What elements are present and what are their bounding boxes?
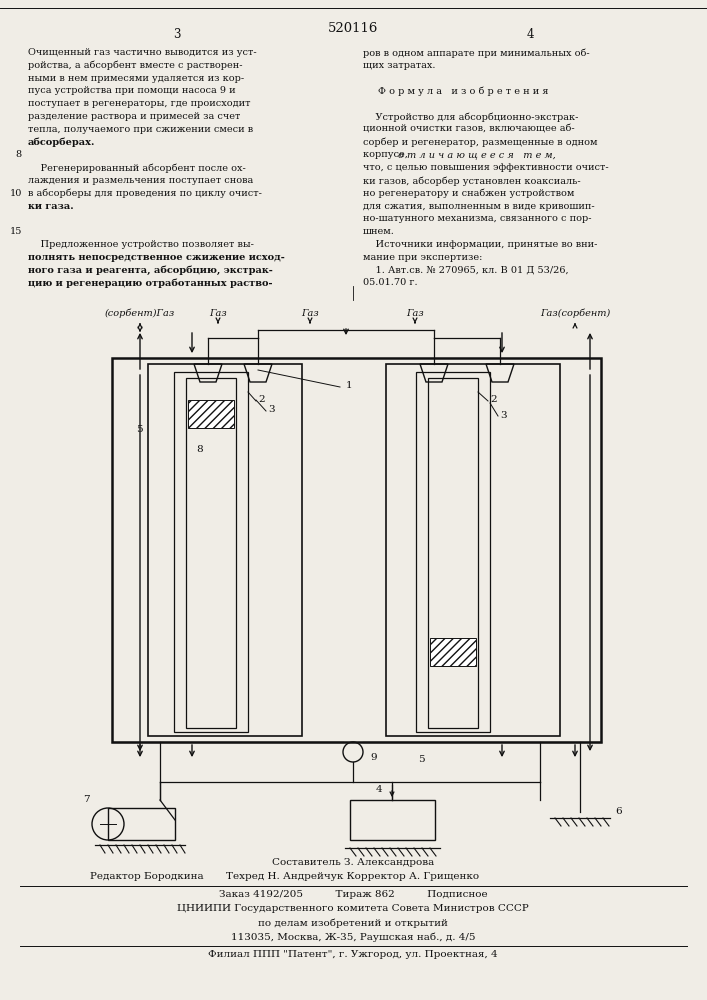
Text: 9: 9 [370, 752, 377, 762]
Text: Газ: Газ [301, 309, 319, 318]
Text: 05.01.70 г.: 05.01.70 г. [363, 278, 418, 287]
Text: но-шатунного механизма, связанного с пор-: но-шатунного механизма, связанного с пор… [363, 214, 592, 223]
Text: 4: 4 [526, 28, 534, 41]
Text: ки газов, абсорбер установлен коаксиаль-: ки газов, абсорбер установлен коаксиаль- [363, 176, 580, 186]
Text: 113035, Москва, Ж-35, Раушская наб., д. 4/5: 113035, Москва, Ж-35, Раушская наб., д. … [230, 932, 475, 942]
Text: Очищенный газ частично выводится из уст-: Очищенный газ частично выводится из уст- [28, 48, 257, 57]
Text: Газ: Газ [406, 309, 424, 318]
Text: 8: 8 [197, 446, 204, 454]
Text: ционной очистки газов, включающее аб-: ционной очистки газов, включающее аб- [363, 125, 575, 134]
Text: (сорбент)Газ: (сорбент)Газ [105, 308, 175, 318]
Bar [108, 808, 175, 840]
Text: Регенерированный абсорбент после ох-: Регенерированный абсорбент после ох- [28, 163, 246, 173]
Text: Газ: Газ [209, 309, 227, 318]
Bar [174, 372, 248, 732]
Text: ки газа.: ки газа. [28, 202, 74, 211]
Text: Предложенное устройство позволяет вы-: Предложенное устройство позволяет вы- [28, 240, 254, 249]
Text: 2: 2 [258, 395, 264, 404]
Text: 5: 5 [418, 756, 425, 764]
Text: пуса устройства при помощи насоса 9 и: пуса устройства при помощи насоса 9 и [28, 86, 235, 95]
Text: Ф о р м у л а   и з о б р е т е н и я: Ф о р м у л а и з о б р е т е н и я [378, 86, 549, 96]
Text: 3: 3 [173, 28, 181, 41]
Text: Устройство для абсорбционно-экстрак-: Устройство для абсорбционно-экстрак- [363, 112, 578, 121]
Text: 15: 15 [10, 227, 22, 236]
Text: 3: 3 [268, 406, 274, 414]
Text: 1: 1 [346, 380, 353, 389]
Bar [148, 364, 302, 736]
Text: корпусе,: корпусе, [363, 150, 411, 159]
Text: но регенератору и снабжен устройством: но регенератору и снабжен устройством [363, 189, 574, 198]
Bar [386, 364, 560, 736]
Text: 3: 3 [500, 410, 507, 420]
Text: разделение раствора и примесей за счет: разделение раствора и примесей за счет [28, 112, 240, 121]
Text: полнять непосредственное сжижение исход-: полнять непосредственное сжижение исход- [28, 253, 285, 262]
Bar [428, 378, 478, 728]
Text: Филиал ППП "Патент", г. Ужгород, ул. Проектная, 4: Филиал ППП "Патент", г. Ужгород, ул. Про… [208, 950, 498, 959]
Text: Редактор Бородкина: Редактор Бородкина [90, 872, 204, 881]
Text: Заказ 4192/205          Тираж 862          Подписное: Заказ 4192/205 Тираж 862 Подписное [218, 890, 487, 899]
Text: мание при экспертизе:: мание при экспертизе: [363, 253, 482, 262]
Text: лаждения и размельчения поступает снова: лаждения и размельчения поступает снова [28, 176, 253, 185]
Text: Техред Н. Андрейчук Корректор А. Грищенко: Техред Н. Андрейчук Корректор А. Грищенк… [226, 872, 479, 881]
Text: ными в нем примесями удаляется из кор-: ными в нем примесями удаляется из кор- [28, 74, 244, 83]
Text: Составитель З. Александрова: Составитель З. Александрова [272, 858, 434, 867]
Text: ЦНИИПИ Государственного комитета Совета Министров СССР: ЦНИИПИ Государственного комитета Совета … [177, 904, 529, 913]
Bar [112, 358, 601, 742]
Text: 1. Авт.св. № 270965, кл. В 01 Д 53/26,: 1. Авт.св. № 270965, кл. В 01 Д 53/26, [363, 266, 568, 275]
Text: в абсорберы для проведения по циклу очист-: в абсорберы для проведения по циклу очис… [28, 189, 262, 198]
Text: 4: 4 [375, 786, 382, 794]
Text: поступает в регенераторы, где происходит: поступает в регенераторы, где происходит [28, 99, 250, 108]
Text: тепла, получаемого при сжижении смеси в: тепла, получаемого при сжижении смеси в [28, 125, 253, 134]
Text: 5: 5 [136, 426, 143, 434]
Text: Газ(сорбент): Газ(сорбент) [540, 308, 610, 318]
Bar [430, 638, 476, 666]
Text: ров в одном аппарате при минимальных об-: ров в одном аппарате при минимальных об- [363, 48, 590, 57]
Bar [188, 400, 234, 428]
Text: что, с целью повышения эффективности очист-: что, с целью повышения эффективности очи… [363, 163, 609, 172]
Text: абсорберах.: абсорберах. [28, 138, 95, 147]
Text: для сжатия, выполненным в виде кривошип-: для сжатия, выполненным в виде кривошип- [363, 202, 595, 211]
Text: Источники информации, принятые во вни-: Источники информации, принятые во вни- [363, 240, 597, 249]
Text: ройства, а абсорбент вместе с растворен-: ройства, а абсорбент вместе с растворен- [28, 61, 243, 70]
Text: цию и регенерацию отработанных раство-: цию и регенерацию отработанных раство- [28, 278, 272, 288]
Text: ного газа и реагента, абсорбцию, экстрак-: ного газа и реагента, абсорбцию, экстрак… [28, 266, 273, 275]
Text: о т л и ч а ю щ е е с я   т е м,: о т л и ч а ю щ е е с я т е м, [397, 150, 556, 159]
Bar [186, 378, 236, 728]
Text: по делам изобретений и открытий: по делам изобретений и открытий [258, 918, 448, 928]
Text: 2: 2 [490, 395, 496, 404]
Text: сорбер и регенератор, размещенные в одном: сорбер и регенератор, размещенные в одно… [363, 138, 597, 147]
Text: 520116: 520116 [328, 22, 378, 35]
Bar [350, 800, 435, 840]
Text: щих затратах.: щих затратах. [363, 61, 436, 70]
Text: 10: 10 [10, 189, 22, 198]
Text: шнем.: шнем. [363, 227, 395, 236]
Text: 6: 6 [615, 808, 621, 816]
Bar [416, 372, 490, 732]
Text: 7: 7 [83, 796, 90, 804]
Text: 8: 8 [16, 150, 22, 159]
